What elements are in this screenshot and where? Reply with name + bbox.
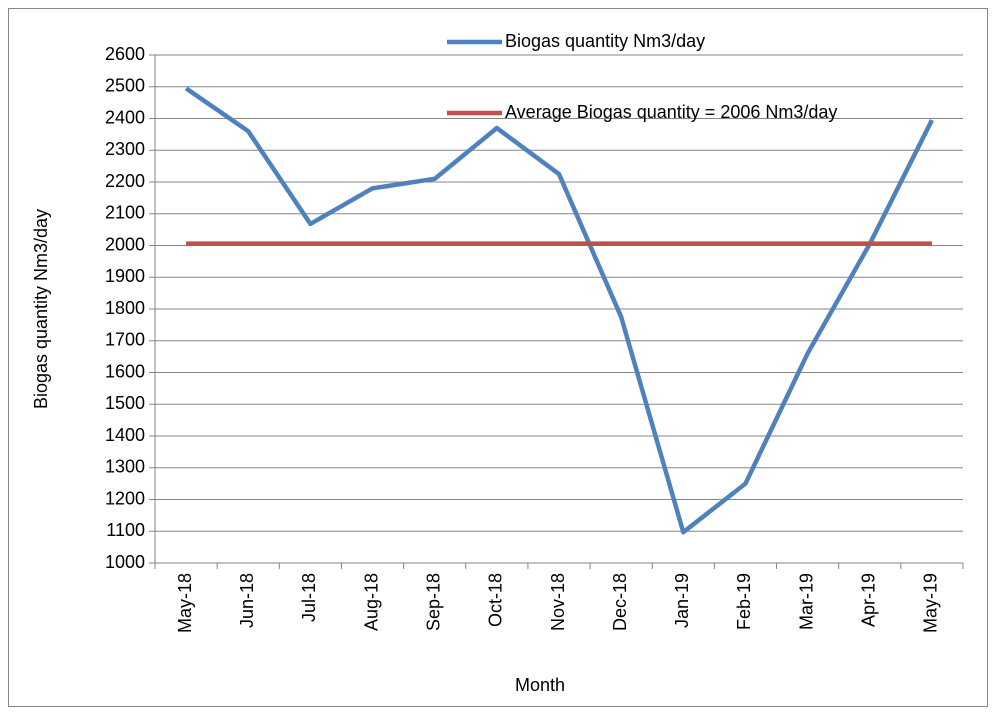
x-tick-label: Jul-18: [299, 573, 319, 622]
x-tick-label: Dec-18: [610, 573, 630, 631]
legend-label: Biogas quantity Nm3/day: [505, 31, 705, 51]
y-axis-title: Biogas quantity Nm3/day: [31, 209, 51, 409]
y-tick-label: 2200: [105, 171, 145, 191]
y-tick-label: 2100: [105, 203, 145, 223]
x-tick-label: Jun-18: [237, 573, 257, 628]
chart-frame: [8, 8, 988, 707]
x-tick-label: Aug-18: [361, 573, 381, 631]
y-tick-label: 1800: [105, 298, 145, 318]
x-tick-label: Sep-18: [423, 573, 443, 631]
x-tick-label: May-18: [175, 573, 195, 633]
x-tick-label: Jan-19: [672, 573, 692, 628]
y-tick-label: 1700: [105, 330, 145, 350]
y-tick-label: 1900: [105, 266, 145, 286]
legend-label: Average Biogas quantity = 2006 Nm3/day: [505, 102, 837, 122]
series-line: [184, 86, 934, 535]
y-tick-label: 1000: [105, 552, 145, 572]
x-tick-label: Mar-19: [796, 573, 816, 630]
x-tick-label: May-19: [921, 573, 941, 633]
y-tick-label: 2300: [105, 139, 145, 159]
x-tick-label: Oct-18: [486, 573, 506, 627]
x-tick-label: Apr-19: [859, 573, 879, 627]
y-tick-label: 2500: [105, 76, 145, 96]
y-tick-label: 1600: [105, 361, 145, 381]
x-tick-label: Feb-19: [734, 573, 754, 630]
x-tick-label: Nov-18: [548, 573, 568, 631]
y-tick-label: 1500: [105, 393, 145, 413]
y-tick-label: 2600: [105, 44, 145, 64]
x-axis-title: Month: [515, 675, 565, 695]
y-tick-label: 2400: [105, 107, 145, 127]
y-tick-label: 1300: [105, 457, 145, 477]
y-tick-label: 1200: [105, 488, 145, 508]
y-tick-label: 1100: [106, 520, 145, 540]
y-tick-label: 2000: [105, 234, 145, 254]
y-tick-label: 1400: [105, 425, 145, 445]
